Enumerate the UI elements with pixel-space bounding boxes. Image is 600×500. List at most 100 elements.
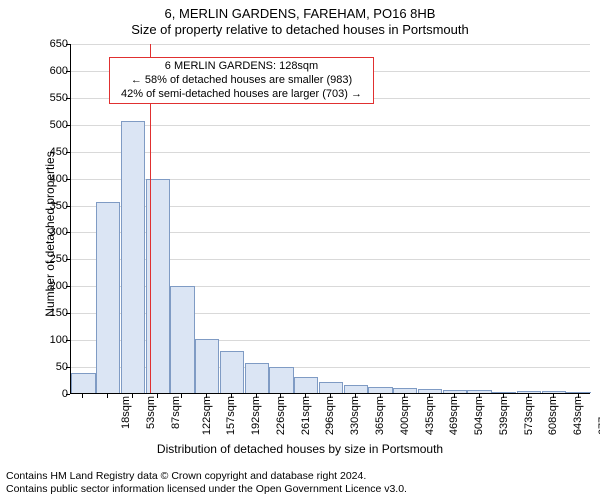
histogram-bar	[443, 390, 467, 393]
x-tick-label: 122sqm	[201, 396, 213, 435]
annotation-line-1: 6 MERLIN GARDENS: 128sqm	[114, 60, 369, 74]
histogram-bar	[319, 382, 343, 393]
y-tick-label: 500	[38, 119, 68, 131]
histogram-bar	[170, 286, 194, 393]
footer-line-2: Contains public sector information licen…	[6, 483, 407, 496]
histogram-bar	[96, 202, 120, 393]
y-tick-mark	[66, 367, 70, 368]
y-tick-mark	[66, 394, 70, 395]
x-tick-mark	[429, 394, 430, 398]
histogram-bar	[294, 377, 318, 393]
x-tick-label: 400sqm	[399, 396, 411, 435]
y-tick-label: 0	[38, 388, 68, 400]
histogram-bar	[517, 391, 541, 393]
x-tick-mark	[256, 394, 257, 398]
histogram-bar	[566, 392, 590, 393]
x-tick-mark	[157, 394, 158, 398]
x-tick-label: 504sqm	[473, 396, 485, 435]
x-tick-mark	[231, 394, 232, 398]
y-tick-label: 600	[38, 65, 68, 77]
y-tick-label: 100	[38, 334, 68, 346]
footer: Contains HM Land Registry data © Crown c…	[6, 470, 407, 496]
y-tick-mark	[66, 340, 70, 341]
histogram-bar	[492, 392, 516, 393]
y-tick-label: 550	[38, 92, 68, 104]
histogram-bar	[418, 389, 442, 393]
histogram-bar	[121, 121, 145, 393]
plot-area: 6 MERLIN GARDENS: 128sqm ← 58% of detach…	[70, 44, 590, 394]
x-tick-label: 18sqm	[120, 396, 132, 429]
histogram-bar	[393, 388, 417, 393]
x-tick-label: 157sqm	[226, 396, 238, 435]
y-tick-mark	[66, 286, 70, 287]
x-tick-label: 539sqm	[498, 396, 510, 435]
y-tick-label: 450	[38, 146, 68, 158]
histogram-bar	[368, 387, 392, 393]
histogram-bar	[195, 339, 219, 393]
y-tick-mark	[66, 206, 70, 207]
x-tick-mark	[206, 394, 207, 398]
x-tick-label: 330sqm	[349, 396, 361, 435]
x-tick-mark	[380, 394, 381, 398]
x-tick-mark	[553, 394, 554, 398]
y-tick-mark	[66, 44, 70, 45]
x-tick-mark	[82, 394, 83, 398]
x-tick-mark	[404, 394, 405, 398]
y-tick-label: 300	[38, 226, 68, 238]
x-tick-mark	[528, 394, 529, 398]
x-tick-label: 435sqm	[424, 396, 436, 435]
y-tick-mark	[66, 98, 70, 99]
x-tick-label: 365sqm	[374, 396, 386, 435]
y-tick-label: 50	[38, 361, 68, 373]
annotation-line-3: 42% of semi-detached houses are larger (…	[114, 88, 369, 102]
x-tick-label: 226sqm	[275, 396, 287, 435]
histogram-bar	[269, 367, 293, 393]
x-tick-mark	[479, 394, 480, 398]
chart-container: 6, MERLIN GARDENS, FAREHAM, PO16 8HB Siz…	[0, 0, 600, 500]
annotation-line-2: ← 58% of detached houses are smaller (98…	[114, 74, 369, 88]
x-tick-mark	[503, 394, 504, 398]
x-tick-mark	[280, 394, 281, 398]
y-tick-label: 400	[38, 173, 68, 185]
histogram-bar	[245, 363, 269, 393]
chart-area: Number of detached properties 6 MERLIN G…	[50, 44, 590, 424]
histogram-bar	[467, 390, 491, 393]
y-tick-label: 650	[38, 38, 68, 50]
x-tick-label: 296sqm	[325, 396, 337, 435]
x-tick-label: 87sqm	[170, 396, 182, 429]
x-tick-label: 643sqm	[572, 396, 584, 435]
y-tick-mark	[66, 125, 70, 126]
y-tick-mark	[66, 313, 70, 314]
y-tick-mark	[66, 71, 70, 72]
x-tick-label: 53sqm	[145, 396, 157, 429]
histogram-bar	[344, 385, 368, 393]
y-tick-mark	[66, 152, 70, 153]
x-tick-label: 573sqm	[523, 396, 535, 435]
x-tick-label: 192sqm	[250, 396, 262, 435]
y-tick-label: 200	[38, 280, 68, 292]
x-tick-mark	[181, 394, 182, 398]
y-tick-label: 250	[38, 253, 68, 265]
x-tick-mark	[107, 394, 108, 398]
histogram-bar	[542, 391, 566, 393]
histogram-bar	[71, 373, 95, 393]
x-tick-mark	[454, 394, 455, 398]
x-tick-mark	[132, 394, 133, 398]
y-tick-label: 150	[38, 307, 68, 319]
y-tick-mark	[66, 232, 70, 233]
page-title: 6, MERLIN GARDENS, FAREHAM, PO16 8HB	[0, 0, 600, 22]
x-tick-mark	[305, 394, 306, 398]
x-tick-label: 469sqm	[448, 396, 460, 435]
x-tick-mark	[330, 394, 331, 398]
y-tick-mark	[66, 259, 70, 260]
histogram-bar	[220, 351, 244, 393]
page-subtitle: Size of property relative to detached ho…	[0, 22, 600, 38]
marker-annotation: 6 MERLIN GARDENS: 128sqm ← 58% of detach…	[109, 57, 374, 104]
x-tick-label: 261sqm	[300, 396, 312, 435]
x-tick-mark	[355, 394, 356, 398]
x-tick-label: 608sqm	[547, 396, 559, 435]
x-tick-mark	[578, 394, 579, 398]
x-axis-title: Distribution of detached houses by size …	[0, 442, 600, 456]
y-tick-label: 350	[38, 200, 68, 212]
footer-line-1: Contains HM Land Registry data © Crown c…	[6, 470, 407, 483]
